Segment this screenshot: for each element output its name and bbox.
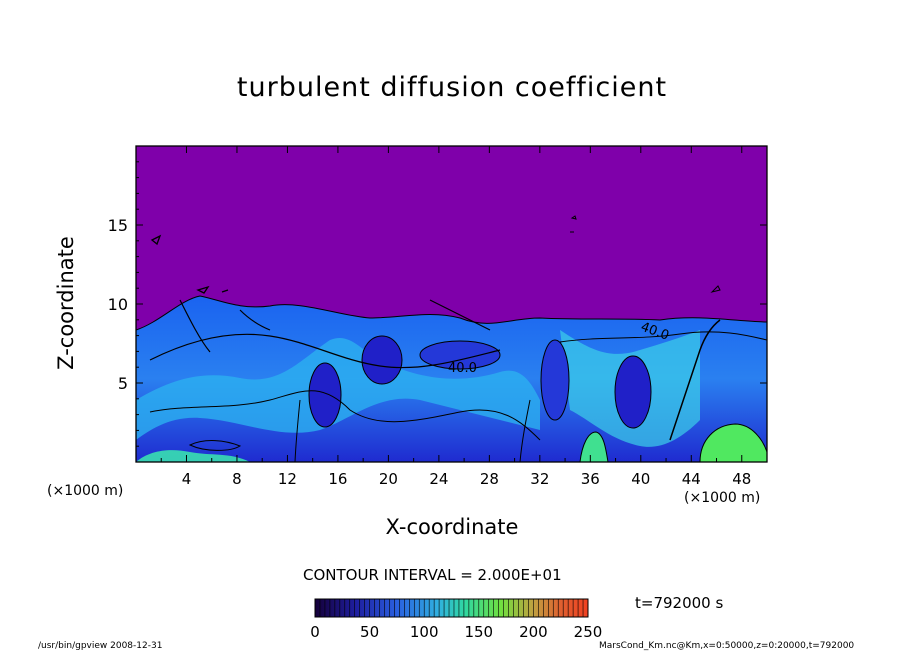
time-label: t=792000 s [635,594,724,612]
x-tick-label: 16 [328,470,347,488]
speck-2 [196,285,229,294]
colorbar-ticks: 0 50 100 150 200 250 [310,623,602,641]
y-tick-label: 5 [118,374,128,393]
contour-line-7 [294,399,531,462]
blue-core-1 [308,362,342,428]
x-tick-label: 32 [530,470,549,488]
y-tick-label: 15 [108,216,128,235]
x-tick-label: 44 [682,470,701,488]
blue-core-5 [419,340,501,370]
speck-1 [150,234,162,246]
colorbar-tick-label: 200 [519,623,548,641]
blue-core-2 [361,335,403,385]
y-axis-label: Z-coordinate [54,236,78,370]
speck-3 [570,215,577,233]
contour-line-4 [669,319,721,441]
colorbar-tick-label: 150 [464,623,493,641]
footer-left: /usr/bin/gpview 2008-12-31 [38,641,163,651]
y-axis-ticks: 5 10 15 [108,161,767,447]
footer-right: MarsCond_Km.nc@Km,x=0:50000,z=0:20000,t=… [599,641,855,651]
x-tick-label: 48 [732,470,751,488]
x-tick-label: 40 [631,470,650,488]
x-tick-label: 36 [581,470,600,488]
colorbar-tick-label: 250 [574,623,603,641]
contour-line-3 [559,331,767,343]
green-feature-3 [136,450,250,462]
x-tick-label: 12 [278,470,297,488]
colorbar [314,598,589,618]
x-axis-ticks: 4 8 12 16 20 24 28 32 36 40 44 48 [160,146,751,488]
x-unit-right: (×1000 m) [684,490,761,506]
contour-label-1: 40.0 [448,361,477,376]
green-feature-2 [579,431,609,462]
x-unit-left: (×1000 m) [47,483,124,499]
y-tick-label: 10 [108,295,128,314]
green-feature-1 [699,423,767,462]
x-tick-label: 28 [480,470,499,488]
blue-core-3 [614,355,652,429]
colorbar-tick-label: 50 [360,623,379,641]
contour-interval-text: CONTOUR INTERVAL = 2.000E+01 [303,566,562,584]
x-axis-label: X-coordinate [385,515,519,539]
x-tick-label: 4 [182,470,192,488]
x-tick-label: 20 [379,470,398,488]
chart-title: turbulent diffusion coefficient [236,72,668,103]
contour-line-2 [149,390,541,441]
turbulent-field [136,215,767,462]
colorbar-tick-label: 100 [410,623,439,641]
x-tick-label: 8 [232,470,242,488]
contour-line-6 [188,440,242,451]
colorbar-stripes [319,599,584,617]
blue-core-4 [540,339,570,421]
contour-line-1 [149,333,501,369]
speck-4 [710,285,721,293]
contour-line-5 [179,299,491,353]
x-tick-label: 24 [429,470,448,488]
colorbar-tick-label: 0 [310,623,320,641]
